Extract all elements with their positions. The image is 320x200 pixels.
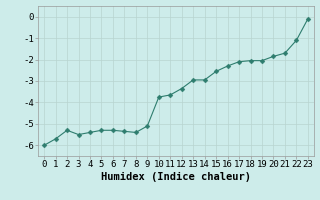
X-axis label: Humidex (Indice chaleur): Humidex (Indice chaleur) [101,172,251,182]
